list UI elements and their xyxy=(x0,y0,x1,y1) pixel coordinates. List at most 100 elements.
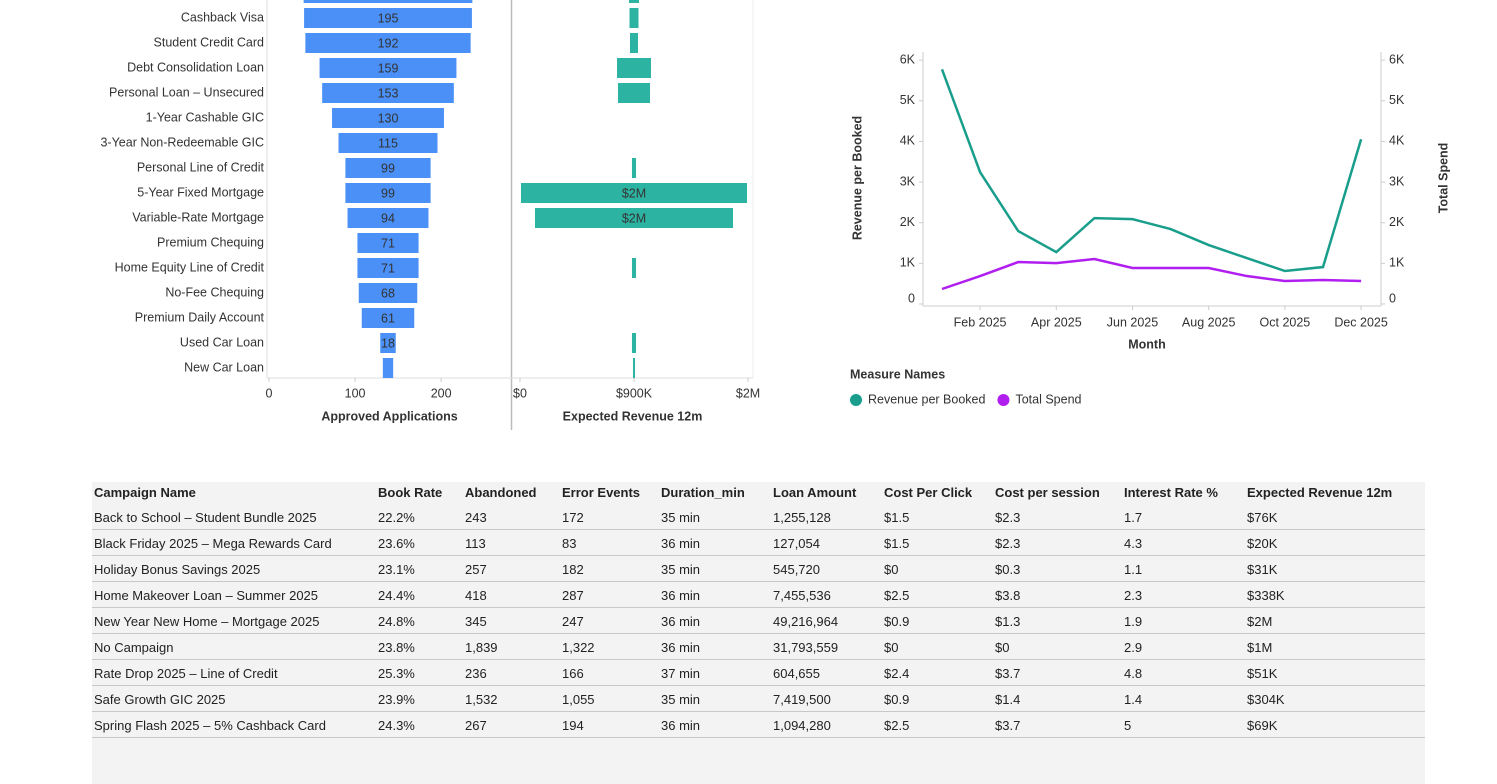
table-cell: 127,054 xyxy=(773,536,820,551)
row-divider xyxy=(92,607,1425,608)
data-label: 130 xyxy=(378,111,399,125)
table-cell: Back to School – Student Bundle 2025 xyxy=(94,510,317,525)
table-cell: 418 xyxy=(465,588,487,603)
x-tick-label: $900K xyxy=(616,386,653,400)
table-cell: 1.4 xyxy=(1124,692,1143,707)
bar xyxy=(534,208,734,228)
category-label: 3-Year Non-Redeemable GIC xyxy=(100,135,264,149)
data-label: $2M xyxy=(622,211,646,225)
table-cell: 5 xyxy=(1124,718,1132,733)
data-label: 115 xyxy=(378,136,398,150)
y-axis-title: Revenue per Booked xyxy=(850,116,864,240)
bar xyxy=(305,33,471,53)
table-cell: 243 xyxy=(465,510,487,525)
table-cell: 4.8 xyxy=(1124,666,1143,681)
y-tick-label: 2K xyxy=(900,215,916,229)
category-label: No-Fee Chequing xyxy=(165,285,264,299)
bar xyxy=(361,308,415,328)
table-cell: 1.7 xyxy=(1124,510,1143,525)
legend-title: Measure Names xyxy=(850,367,945,381)
table-cell: $3.7 xyxy=(995,718,1021,733)
table-cell: 7,455,536 xyxy=(773,588,831,603)
table-cell: New Year New Home – Mortgage 2025 xyxy=(94,614,320,629)
table-cell: $1M xyxy=(1247,640,1273,655)
column-header: Expected Revenue 12m xyxy=(1247,485,1393,500)
category-label: Premium Chequing xyxy=(157,235,264,249)
table-cell: $0.9 xyxy=(884,614,910,629)
table-cell: 1,322 xyxy=(562,640,595,655)
table-cell: 236 xyxy=(465,666,487,681)
table-cell: 35 min xyxy=(661,692,701,707)
bar xyxy=(617,83,651,103)
category-label: 1-Year Cashable GIC xyxy=(146,110,264,124)
y2-tick-label: 1K xyxy=(1389,256,1405,270)
table-cell: 31,793,559 xyxy=(773,640,839,655)
table-cell: $2.3 xyxy=(995,510,1021,525)
category-label: Debt Consolidation Loan xyxy=(127,60,264,74)
x-tick-label: Apr 2025 xyxy=(1031,315,1082,329)
bar xyxy=(358,283,418,303)
table-cell: $2.5 xyxy=(884,588,910,603)
table-cell: 2.9 xyxy=(1124,640,1143,655)
x-tick-label: Oct 2025 xyxy=(1260,315,1311,329)
data-label: 71 xyxy=(381,236,395,250)
table-cell: 2.3 xyxy=(1124,588,1143,603)
table-cell: 257 xyxy=(465,562,487,577)
column-header: Cost per session xyxy=(995,485,1100,500)
x-tick-label: Dec 2025 xyxy=(1334,315,1388,329)
y2-axis-title: Total Spend xyxy=(1436,143,1450,214)
table-cell: 1,532 xyxy=(465,692,498,707)
bar xyxy=(332,108,444,128)
table-cell: $304K xyxy=(1247,692,1285,707)
row-divider xyxy=(92,581,1425,582)
y-tick-label: 1K xyxy=(900,256,916,270)
legend-label: Revenue per Booked xyxy=(868,392,985,406)
x-axis-title: Approved Applications xyxy=(321,409,457,423)
x-tick-label: $2M xyxy=(736,386,760,400)
table-cell: 1.1 xyxy=(1124,562,1143,577)
table-cell: 7,419,500 xyxy=(773,692,831,707)
y2-tick-label: 5K xyxy=(1389,93,1405,107)
table-cell: 166 xyxy=(562,666,584,681)
x-tick-label: 0 xyxy=(266,386,273,400)
bar xyxy=(322,83,454,103)
y-tick-label: 5K xyxy=(900,93,916,107)
category-label: Premium Daily Account xyxy=(135,310,265,324)
legend-label: Total Spend xyxy=(1015,392,1081,406)
table-cell: 1,055 xyxy=(562,692,595,707)
bar xyxy=(357,233,419,253)
table-cell: Safe Growth GIC 2025 xyxy=(94,692,226,707)
charts: Cashback Visa Student Credit Card Debt Con… xyxy=(100,0,1450,430)
table-cell: $0.9 xyxy=(884,692,910,707)
table-cell: $1.4 xyxy=(995,692,1021,707)
bar xyxy=(632,358,636,378)
table: Campaign Name Book Rate Abandoned Error Eve… xyxy=(92,482,1425,784)
bar xyxy=(357,258,419,278)
table-cell: 36 min xyxy=(661,536,701,551)
table-cell: 36 min xyxy=(661,614,701,629)
bar xyxy=(380,333,396,353)
bar xyxy=(631,258,637,278)
table-cell: $3.7 xyxy=(995,666,1021,681)
x-tick-label: Feb 2025 xyxy=(954,315,1007,329)
bar xyxy=(319,58,457,78)
x-tick-label: $0 xyxy=(513,386,527,400)
bar xyxy=(630,33,638,53)
table-cell: 23.1% xyxy=(378,562,415,577)
row-divider xyxy=(92,685,1425,686)
table-cell: 24.3% xyxy=(378,718,415,733)
bar xyxy=(345,183,431,203)
legend-swatch xyxy=(997,394,1010,406)
data-label: 71 xyxy=(381,261,395,275)
table-cell: 545,720 xyxy=(773,562,820,577)
table-cell: 35 min xyxy=(661,510,701,525)
data-label: $2M xyxy=(622,186,646,200)
data-label: 153 xyxy=(378,86,399,100)
column-header: Abandoned xyxy=(465,485,537,500)
table-cell: 35 min xyxy=(661,562,701,577)
category-label: Personal Loan – Unsecured xyxy=(109,85,264,99)
row-divider xyxy=(92,659,1425,660)
table-cell: $2M xyxy=(1247,614,1273,629)
row-divider xyxy=(92,529,1425,530)
table-cell: 37 min xyxy=(661,666,701,681)
